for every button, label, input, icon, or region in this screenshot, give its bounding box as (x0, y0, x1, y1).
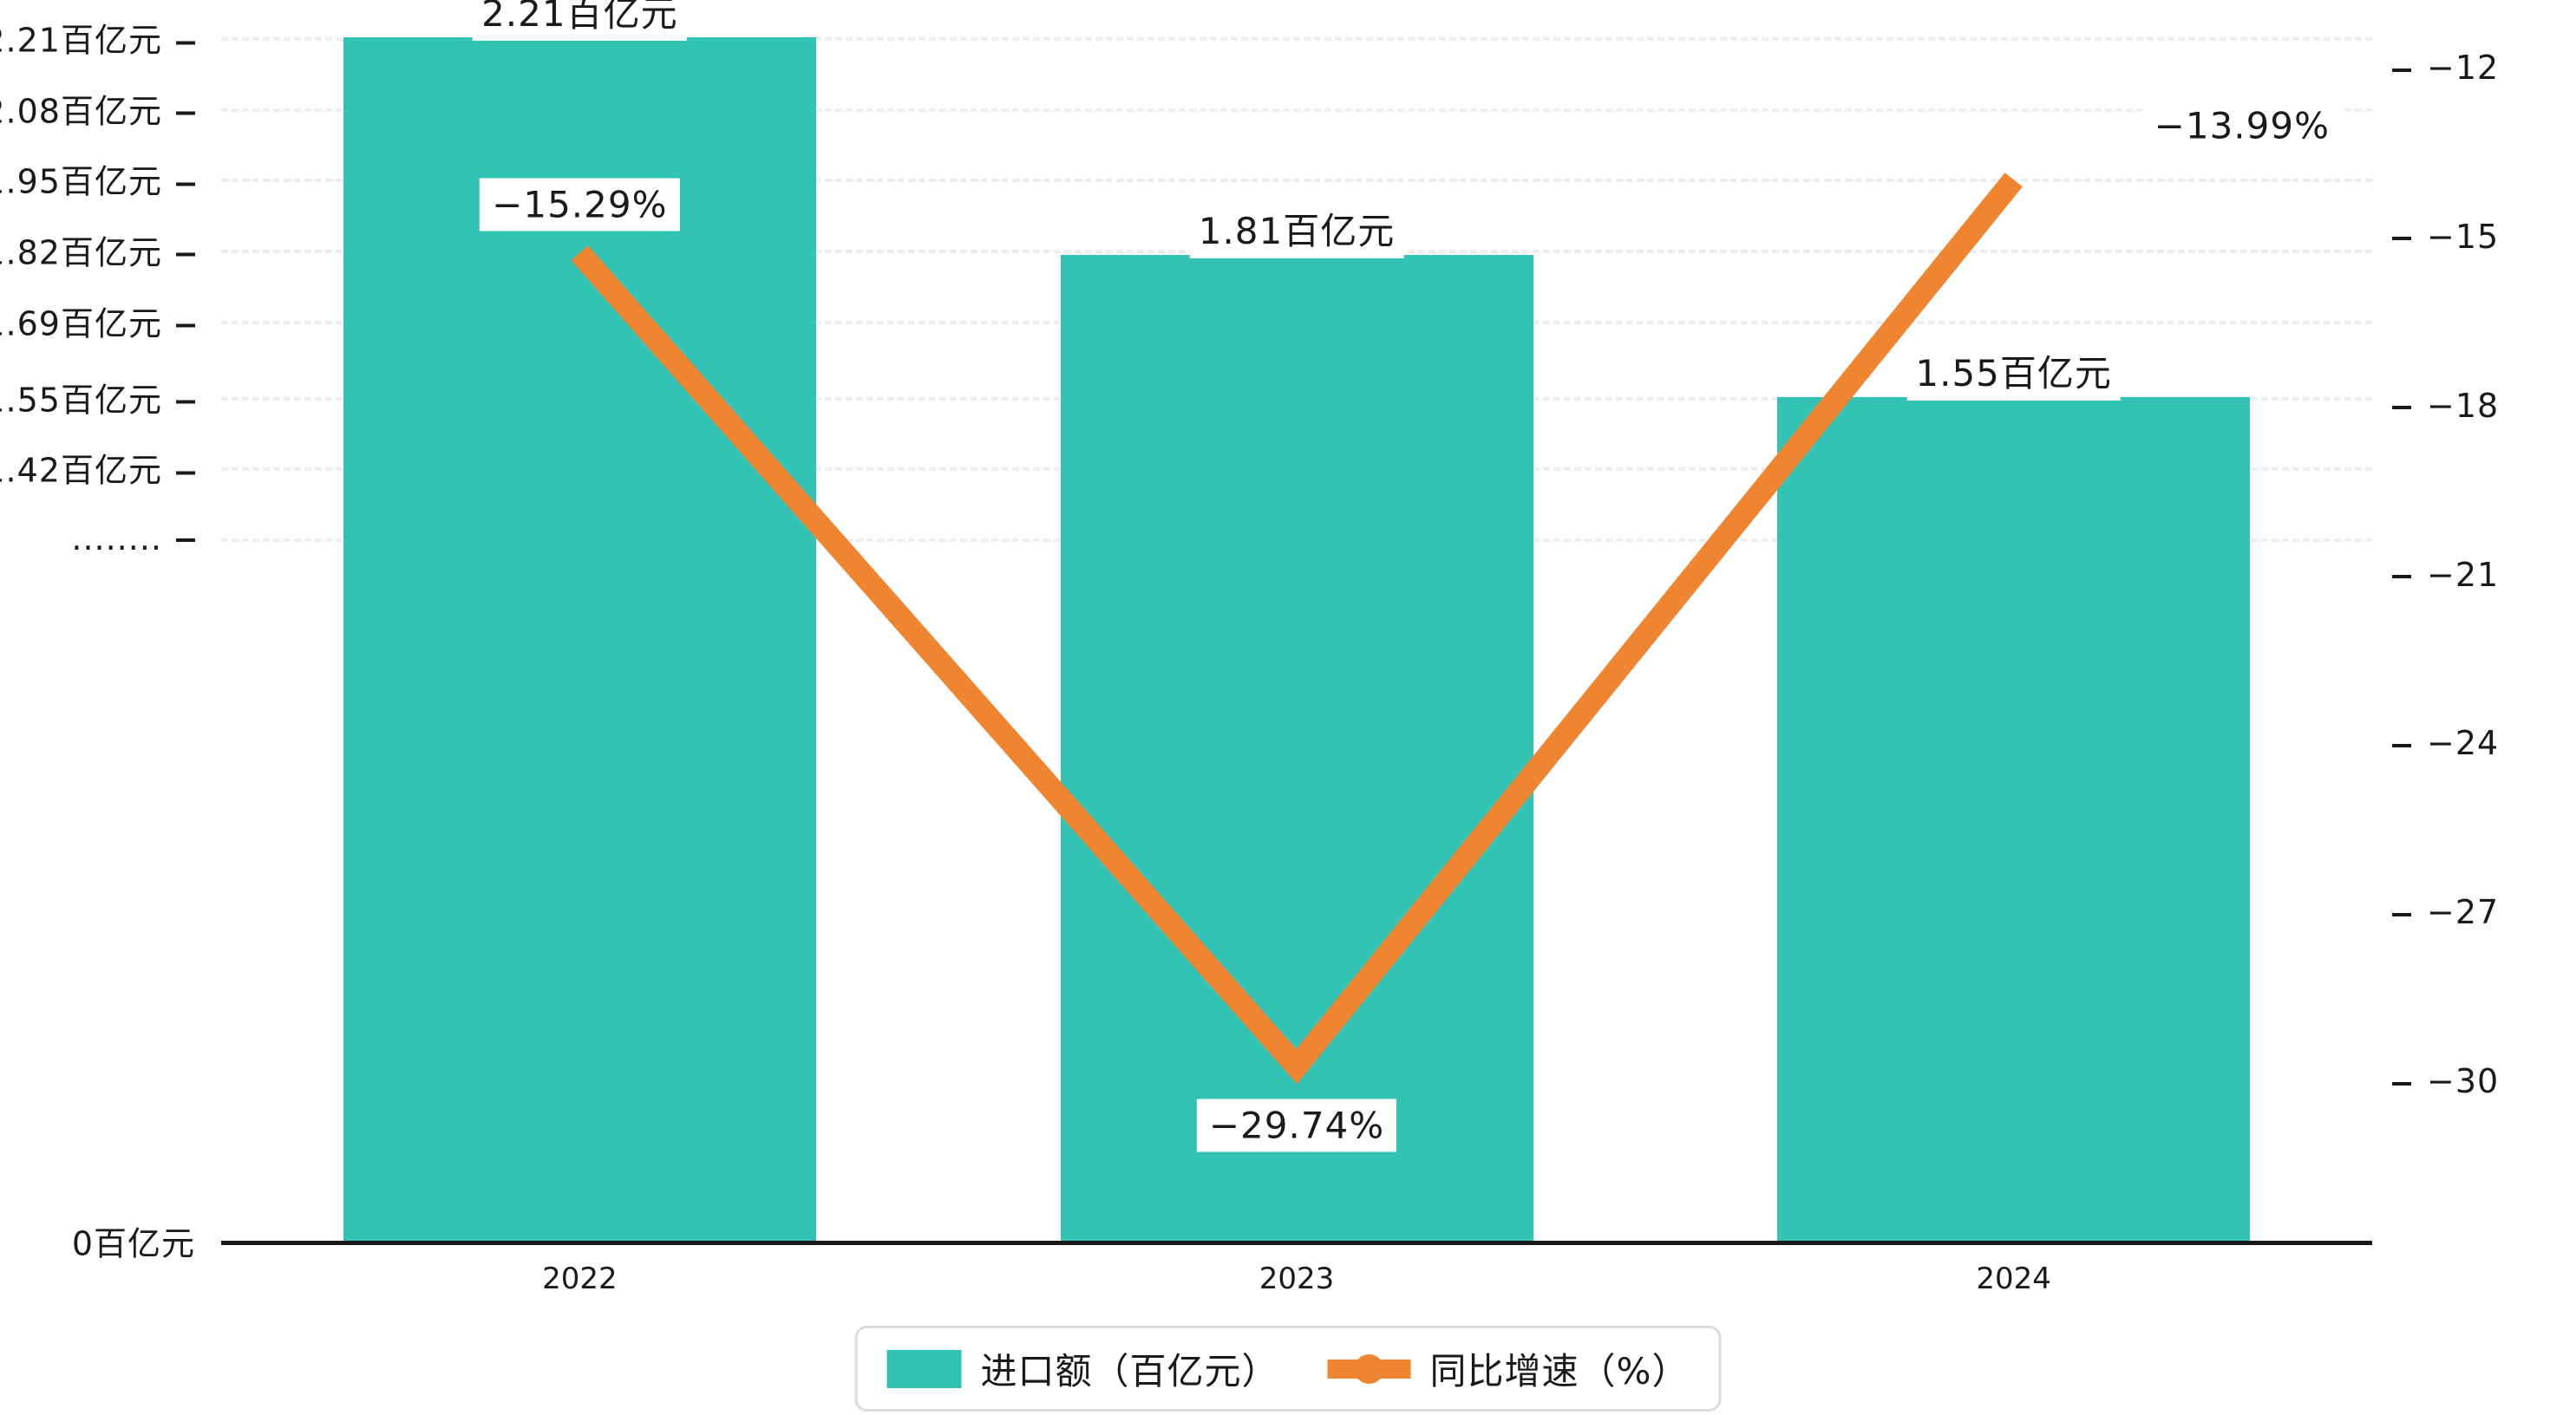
y-axis-left-tick: 1.69百亿元 (0, 297, 195, 344)
y-axis-left-tick-label: 2.08百亿元 (0, 92, 162, 131)
line-value-label: −15.29% (480, 178, 680, 231)
tick-mark-icon (176, 471, 195, 475)
x-axis-baseline (221, 1241, 2372, 1245)
y-axis-right-tick: −12 (2392, 49, 2499, 87)
bar-value-label: 1.55百亿元 (1906, 340, 2121, 401)
x-axis-tick-label: 2024 (1976, 1262, 2051, 1296)
tick-mark-icon (176, 182, 195, 186)
gridline (221, 108, 2372, 112)
y-axis-left-tick: 2.08百亿元 (0, 84, 195, 132)
legend-item-import-amount[interactable]: 进口额（百亿元） (886, 1342, 1279, 1395)
y-axis-left-tick-label: 1.55百亿元 (0, 381, 162, 420)
y-axis-left-tick-label: ........ (71, 518, 162, 558)
bar[interactable] (1777, 396, 2251, 1241)
y-axis-right-tick-label: −18 (2427, 386, 2500, 425)
tick-mark-icon (2392, 406, 2411, 410)
y-axis-left-tick-label: 1.82百亿元 (0, 233, 162, 272)
legend-line-swatch-icon (1327, 1350, 1411, 1388)
y-axis-left-tick-label: 1.69百亿元 (0, 304, 162, 343)
y-axis-left-tick: 1.82百亿元 (0, 225, 195, 273)
y-axis-right-tick: −18 (2392, 387, 2499, 425)
tick-mark-icon (2392, 68, 2411, 72)
y-axis-right-tick-label: −21 (2427, 555, 2500, 594)
y-axis-right-tick-label: −15 (2427, 217, 2500, 256)
y-axis-left-tick-label: 1.95百亿元 (0, 162, 162, 201)
gridline (221, 179, 2372, 183)
y-axis-left-tick: 1.55百亿元 (0, 373, 195, 421)
tick-mark-icon (176, 111, 195, 115)
tick-mark-icon (176, 538, 195, 543)
y-axis-right-tick: −27 (2392, 893, 2499, 931)
line-series-svg (571, 173, 2023, 1085)
y-axis-left-tick: 0百亿元 (72, 1217, 195, 1265)
y-axis-left-tick: 2.21百亿元 (0, 14, 195, 62)
y-axis-right-tick: −21 (2392, 556, 2499, 594)
legend-label-import-amount: 进口额（百亿元） (980, 1350, 1279, 1392)
tick-mark-icon (2392, 575, 2411, 578)
plot-area (221, 0, 2372, 1242)
chart-legend[interactable]: 进口额（百亿元） 同比增速（%） (854, 1326, 1722, 1412)
tick-mark-icon (176, 41, 195, 44)
x-axis-tick-label: 2022 (542, 1262, 618, 1296)
bar-value-label: 1.81百亿元 (1189, 199, 1404, 259)
line-path[interactable] (571, 173, 2023, 1085)
legend-item-growth-rate[interactable]: 同比增速（%） (1327, 1342, 1690, 1395)
y-axis-right-tick-label: −30 (2427, 1062, 2500, 1100)
y-axis-left-tick: 1.42百亿元 (0, 444, 195, 492)
y-axis-left-tick: ........ (71, 519, 195, 558)
tick-mark-icon (2392, 1081, 2411, 1086)
tick-mark-icon (2392, 237, 2411, 241)
line-value-label: −29.74% (1196, 1099, 1397, 1152)
bar[interactable] (343, 37, 816, 1241)
tick-mark-icon (176, 323, 195, 328)
y-axis-right-tick: −30 (2392, 1062, 2499, 1100)
y-axis-left-tick-label: 1.42百亿元 (0, 451, 162, 490)
tick-mark-icon (176, 252, 195, 257)
legend-bar-swatch-icon (886, 1349, 962, 1388)
y-axis-left-tick: 1.95百亿元 (0, 155, 195, 203)
tick-mark-icon (176, 400, 195, 404)
tick-mark-icon (2392, 743, 2411, 747)
y-axis-right-tick-label: −24 (2427, 724, 2500, 763)
y-axis-left-tick-label: 0百亿元 (71, 1224, 195, 1263)
line-value-label: −13.99% (2141, 99, 2342, 153)
tick-mark-icon (2392, 912, 2411, 916)
y-axis-left-tick-label: 2.21百亿元 (0, 21, 162, 60)
bar-value-label: 2.21百亿元 (473, 0, 687, 41)
x-axis-tick-label: 2023 (1259, 1262, 1335, 1296)
y-axis-right-tick: −24 (2392, 724, 2499, 762)
y-axis-right-tick-label: −12 (2427, 49, 2500, 87)
y-axis-right-tick-label: −27 (2427, 893, 2500, 932)
gridline (221, 37, 2372, 41)
legend-label-growth-rate: 同比增速（%） (1429, 1350, 1690, 1392)
y-axis-right-tick: −15 (2392, 218, 2499, 256)
